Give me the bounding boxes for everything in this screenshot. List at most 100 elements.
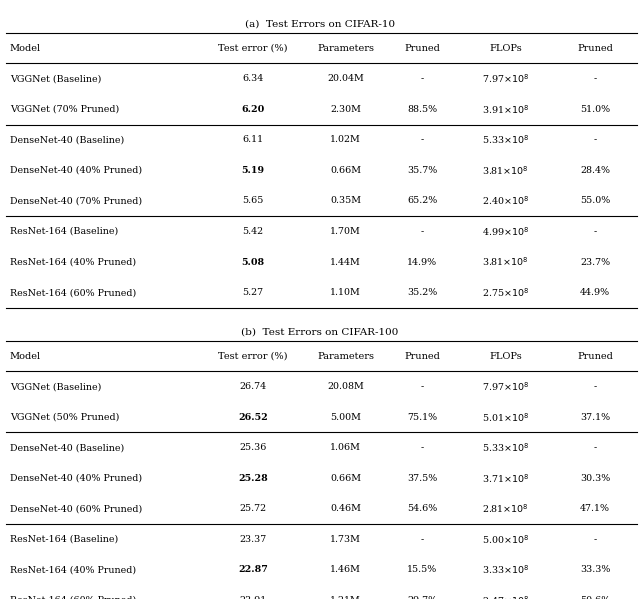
Text: Model: Model: [10, 44, 41, 53]
Text: 15.5%: 15.5%: [407, 565, 438, 574]
Text: VGGNet (50% Pruned): VGGNet (50% Pruned): [10, 413, 119, 422]
Text: 1.73M: 1.73M: [330, 535, 361, 544]
Text: 33.3%: 33.3%: [580, 565, 611, 574]
Text: 7.97$\times10^{8}$: 7.97$\times10^{8}$: [482, 380, 529, 393]
Text: 75.1%: 75.1%: [407, 413, 438, 422]
Text: Parameters: Parameters: [317, 44, 374, 53]
Text: 2.40$\times10^{8}$: 2.40$\times10^{8}$: [482, 195, 529, 207]
Text: ResNet-164 (60% Pruned): ResNet-164 (60% Pruned): [10, 288, 136, 297]
Text: 6.20: 6.20: [241, 105, 264, 114]
Text: 5.42: 5.42: [242, 227, 264, 236]
Text: 23.37: 23.37: [239, 535, 266, 544]
Text: DenseNet-40 (Baseline): DenseNet-40 (Baseline): [10, 443, 124, 452]
Text: 30.3%: 30.3%: [580, 474, 611, 483]
Text: 25.72: 25.72: [239, 504, 266, 513]
Text: 3.71$\times10^{8}$: 3.71$\times10^{8}$: [482, 472, 529, 485]
Text: Test error (%): Test error (%): [218, 352, 287, 361]
Text: 37.1%: 37.1%: [580, 413, 611, 422]
Text: 44.9%: 44.9%: [580, 288, 611, 297]
Text: DenseNet-40 (60% Pruned): DenseNet-40 (60% Pruned): [10, 504, 142, 513]
Text: 65.2%: 65.2%: [407, 196, 438, 205]
Text: 7.97$\times10^{8}$: 7.97$\times10^{8}$: [482, 72, 529, 85]
Text: 28.4%: 28.4%: [580, 166, 610, 175]
Text: 23.91: 23.91: [239, 596, 266, 599]
Text: -: -: [593, 382, 597, 391]
Text: 3.81$\times10^{8}$: 3.81$\times10^{8}$: [483, 256, 529, 268]
Text: 5.00$\times10^{8}$: 5.00$\times10^{8}$: [482, 533, 529, 546]
Text: 1.02M: 1.02M: [330, 135, 361, 144]
Text: -: -: [420, 74, 424, 83]
Text: 14.9%: 14.9%: [407, 258, 438, 267]
Text: 6.11: 6.11: [242, 135, 264, 144]
Text: 35.2%: 35.2%: [407, 288, 438, 297]
Text: 25.36: 25.36: [239, 443, 266, 452]
Text: 1.46M: 1.46M: [330, 565, 361, 574]
Text: 35.7%: 35.7%: [407, 166, 438, 175]
Text: 0.66M: 0.66M: [330, 474, 361, 483]
Text: -: -: [420, 535, 424, 544]
Text: DenseNet-40 (Baseline): DenseNet-40 (Baseline): [10, 135, 124, 144]
Text: 5.00M: 5.00M: [330, 413, 361, 422]
Text: 26.52: 26.52: [238, 413, 268, 422]
Text: 5.33$\times10^{8}$: 5.33$\times10^{8}$: [482, 441, 529, 454]
Text: Pruned: Pruned: [404, 44, 440, 53]
Text: -: -: [593, 135, 597, 144]
Text: 3.33$\times10^{8}$: 3.33$\times10^{8}$: [482, 564, 529, 576]
Text: VGGNet (70% Pruned): VGGNet (70% Pruned): [10, 105, 119, 114]
Text: 1.44M: 1.44M: [330, 258, 361, 267]
Text: -: -: [420, 443, 424, 452]
Text: 5.01$\times10^{8}$: 5.01$\times10^{8}$: [482, 411, 529, 423]
Text: 25.28: 25.28: [238, 474, 268, 483]
Text: 50.6%: 50.6%: [580, 596, 611, 599]
Text: FLOPs: FLOPs: [489, 352, 522, 361]
Text: (a)  Test Errors on CIFAR-10: (a) Test Errors on CIFAR-10: [245, 19, 395, 29]
Text: 5.65: 5.65: [242, 196, 264, 205]
Text: 22.87: 22.87: [238, 565, 268, 574]
Text: 20.04M: 20.04M: [327, 74, 364, 83]
Text: 26.74: 26.74: [239, 382, 266, 391]
Text: DenseNet-40 (40% Pruned): DenseNet-40 (40% Pruned): [10, 474, 141, 483]
Text: Pruned: Pruned: [577, 44, 613, 53]
Text: VGGNet (Baseline): VGGNet (Baseline): [10, 74, 101, 83]
Text: Model: Model: [10, 352, 41, 361]
Text: 55.0%: 55.0%: [580, 196, 611, 205]
Text: ResNet-164 (40% Pruned): ResNet-164 (40% Pruned): [10, 258, 136, 267]
Text: 4.99$\times10^{8}$: 4.99$\times10^{8}$: [482, 225, 529, 238]
Text: (b)  Test Errors on CIFAR-100: (b) Test Errors on CIFAR-100: [241, 327, 399, 337]
Text: 1.70M: 1.70M: [330, 227, 361, 236]
Text: 51.0%: 51.0%: [580, 105, 611, 114]
Text: Pruned: Pruned: [404, 352, 440, 361]
Text: 37.5%: 37.5%: [407, 474, 438, 483]
Text: -: -: [593, 443, 597, 452]
Text: -: -: [420, 135, 424, 144]
Text: 0.35M: 0.35M: [330, 196, 361, 205]
Text: ResNet-164 (Baseline): ResNet-164 (Baseline): [10, 535, 118, 544]
Text: Parameters: Parameters: [317, 352, 374, 361]
Text: ResNet-164 (60% Pruned): ResNet-164 (60% Pruned): [10, 596, 136, 599]
Text: 5.08: 5.08: [241, 258, 264, 267]
Text: VGGNet (Baseline): VGGNet (Baseline): [10, 382, 101, 391]
Text: 0.66M: 0.66M: [330, 166, 361, 175]
Text: -: -: [420, 382, 424, 391]
Text: 5.19: 5.19: [241, 166, 264, 175]
Text: 23.7%: 23.7%: [580, 258, 611, 267]
Text: 88.5%: 88.5%: [407, 105, 438, 114]
Text: 2.47$\times10^{8}$: 2.47$\times10^{8}$: [482, 594, 529, 599]
Text: 29.7%: 29.7%: [407, 596, 438, 599]
Text: 20.08M: 20.08M: [327, 382, 364, 391]
Text: 2.30M: 2.30M: [330, 105, 361, 114]
Text: ResNet-164 (40% Pruned): ResNet-164 (40% Pruned): [10, 565, 136, 574]
Text: DenseNet-40 (70% Pruned): DenseNet-40 (70% Pruned): [10, 196, 141, 205]
Text: 1.21M: 1.21M: [330, 596, 361, 599]
Text: 47.1%: 47.1%: [580, 504, 610, 513]
Text: 6.34: 6.34: [242, 74, 264, 83]
Text: -: -: [593, 535, 597, 544]
Text: 3.81$\times10^{8}$: 3.81$\times10^{8}$: [483, 164, 529, 177]
Text: DenseNet-40 (40% Pruned): DenseNet-40 (40% Pruned): [10, 166, 141, 175]
Text: 3.91$\times10^{8}$: 3.91$\times10^{8}$: [482, 103, 529, 116]
Text: 1.10M: 1.10M: [330, 288, 361, 297]
Text: 2.81$\times10^{8}$: 2.81$\times10^{8}$: [483, 503, 529, 515]
Text: Test error (%): Test error (%): [218, 44, 287, 53]
Text: 0.46M: 0.46M: [330, 504, 361, 513]
Text: -: -: [420, 227, 424, 236]
